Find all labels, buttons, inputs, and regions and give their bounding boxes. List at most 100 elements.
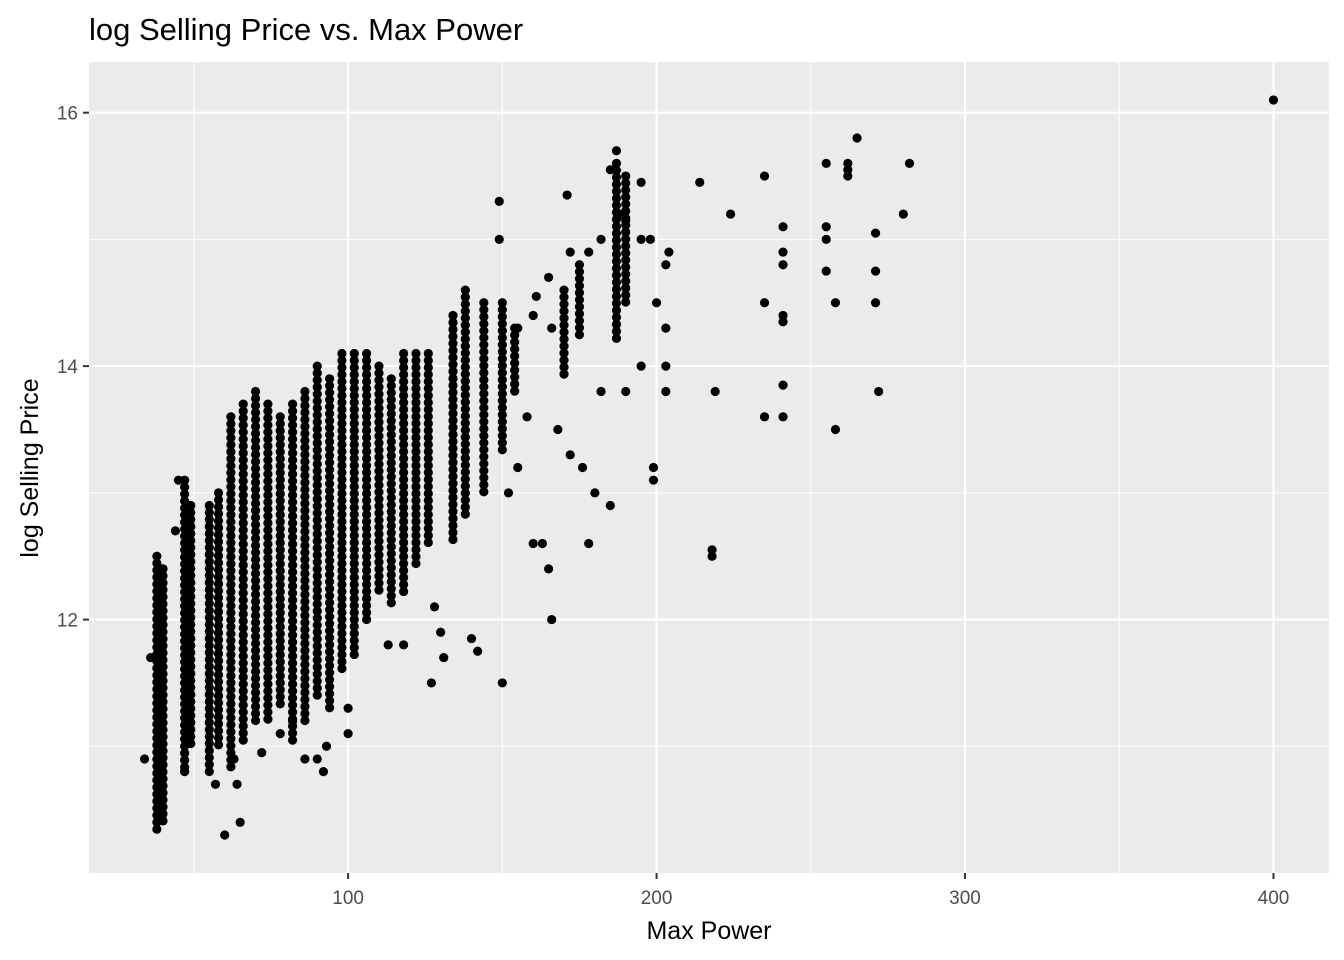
data-point bbox=[324, 500, 335, 510]
data-point bbox=[349, 425, 359, 436]
data-point bbox=[423, 446, 433, 457]
data-point bbox=[362, 411, 372, 422]
data-point bbox=[287, 651, 298, 661]
data-point bbox=[574, 302, 585, 312]
data-point bbox=[874, 386, 884, 397]
data-point bbox=[312, 473, 322, 483]
data-point bbox=[349, 348, 359, 359]
data-point bbox=[250, 386, 261, 397]
data-point bbox=[226, 489, 236, 499]
data-point bbox=[238, 602, 248, 612]
data-point bbox=[300, 680, 310, 691]
data-point bbox=[559, 341, 569, 351]
data-point bbox=[324, 598, 335, 608]
data-point bbox=[263, 546, 273, 556]
data-point bbox=[411, 411, 421, 422]
data-point bbox=[349, 460, 359, 471]
data-point bbox=[186, 717, 196, 728]
data-point bbox=[312, 648, 322, 658]
chart-title: log Selling Price vs. Max Power bbox=[89, 12, 523, 47]
data-point bbox=[213, 523, 224, 533]
data-point bbox=[300, 393, 310, 404]
data-point bbox=[497, 417, 507, 427]
data-point bbox=[263, 623, 273, 633]
data-point bbox=[263, 637, 273, 647]
data-point bbox=[611, 249, 622, 259]
data-point bbox=[238, 707, 248, 717]
data-point bbox=[497, 396, 507, 406]
data-point bbox=[448, 492, 458, 503]
data-point bbox=[386, 472, 396, 482]
data-point bbox=[399, 390, 409, 401]
data-point bbox=[226, 559, 236, 569]
data-point bbox=[374, 473, 384, 483]
data-point bbox=[362, 432, 372, 443]
data-point bbox=[510, 372, 520, 382]
data-point bbox=[300, 477, 310, 488]
data-point bbox=[778, 247, 788, 257]
data-point bbox=[287, 567, 298, 577]
data-point bbox=[263, 525, 273, 535]
data-point bbox=[312, 368, 322, 378]
data-point bbox=[324, 437, 335, 447]
data-point bbox=[213, 614, 224, 624]
data-point bbox=[263, 399, 273, 409]
data-point bbox=[399, 523, 409, 534]
data-point bbox=[324, 535, 335, 545]
data-point bbox=[250, 512, 261, 523]
data-point bbox=[436, 627, 446, 637]
data-point bbox=[510, 351, 520, 361]
data-point bbox=[238, 441, 248, 451]
data-point bbox=[226, 727, 236, 737]
data-point bbox=[186, 563, 196, 574]
data-point bbox=[226, 706, 236, 716]
data-point bbox=[559, 320, 569, 330]
data-point bbox=[226, 510, 236, 520]
data-point bbox=[324, 409, 335, 419]
data-point bbox=[287, 672, 298, 682]
data-point bbox=[275, 468, 285, 478]
data-point bbox=[158, 655, 168, 665]
data-point bbox=[213, 530, 224, 540]
data-point bbox=[300, 407, 310, 418]
data-point bbox=[250, 393, 261, 404]
data-point bbox=[312, 669, 322, 679]
data-point bbox=[611, 193, 622, 203]
data-point bbox=[343, 703, 353, 713]
data-point bbox=[226, 734, 236, 744]
data-point bbox=[263, 560, 273, 570]
data-point bbox=[411, 537, 421, 548]
data-point bbox=[275, 566, 285, 576]
data-point bbox=[411, 432, 421, 443]
data-point bbox=[324, 570, 335, 580]
data-point bbox=[386, 388, 396, 398]
data-point bbox=[263, 539, 273, 549]
data-point bbox=[263, 476, 273, 486]
data-point bbox=[821, 222, 831, 232]
data-point bbox=[287, 448, 298, 458]
data-point bbox=[287, 399, 298, 409]
data-point bbox=[186, 654, 196, 665]
data-point bbox=[312, 396, 322, 406]
data-point bbox=[337, 642, 347, 653]
data-point bbox=[479, 298, 489, 308]
data-point bbox=[226, 573, 236, 583]
data-point bbox=[226, 531, 236, 541]
data-point bbox=[362, 355, 372, 366]
data-point bbox=[479, 347, 489, 357]
data-point bbox=[399, 467, 409, 478]
data-point bbox=[324, 703, 335, 713]
data-point bbox=[287, 665, 298, 675]
data-point bbox=[479, 410, 489, 420]
data-point bbox=[460, 446, 470, 456]
data-point bbox=[300, 386, 310, 397]
data-point bbox=[250, 652, 261, 663]
data-point bbox=[204, 766, 214, 777]
data-point bbox=[287, 602, 298, 612]
data-point bbox=[611, 291, 622, 301]
data-point bbox=[238, 497, 248, 507]
data-point bbox=[411, 474, 421, 485]
data-point bbox=[324, 451, 335, 461]
data-point bbox=[312, 508, 322, 518]
